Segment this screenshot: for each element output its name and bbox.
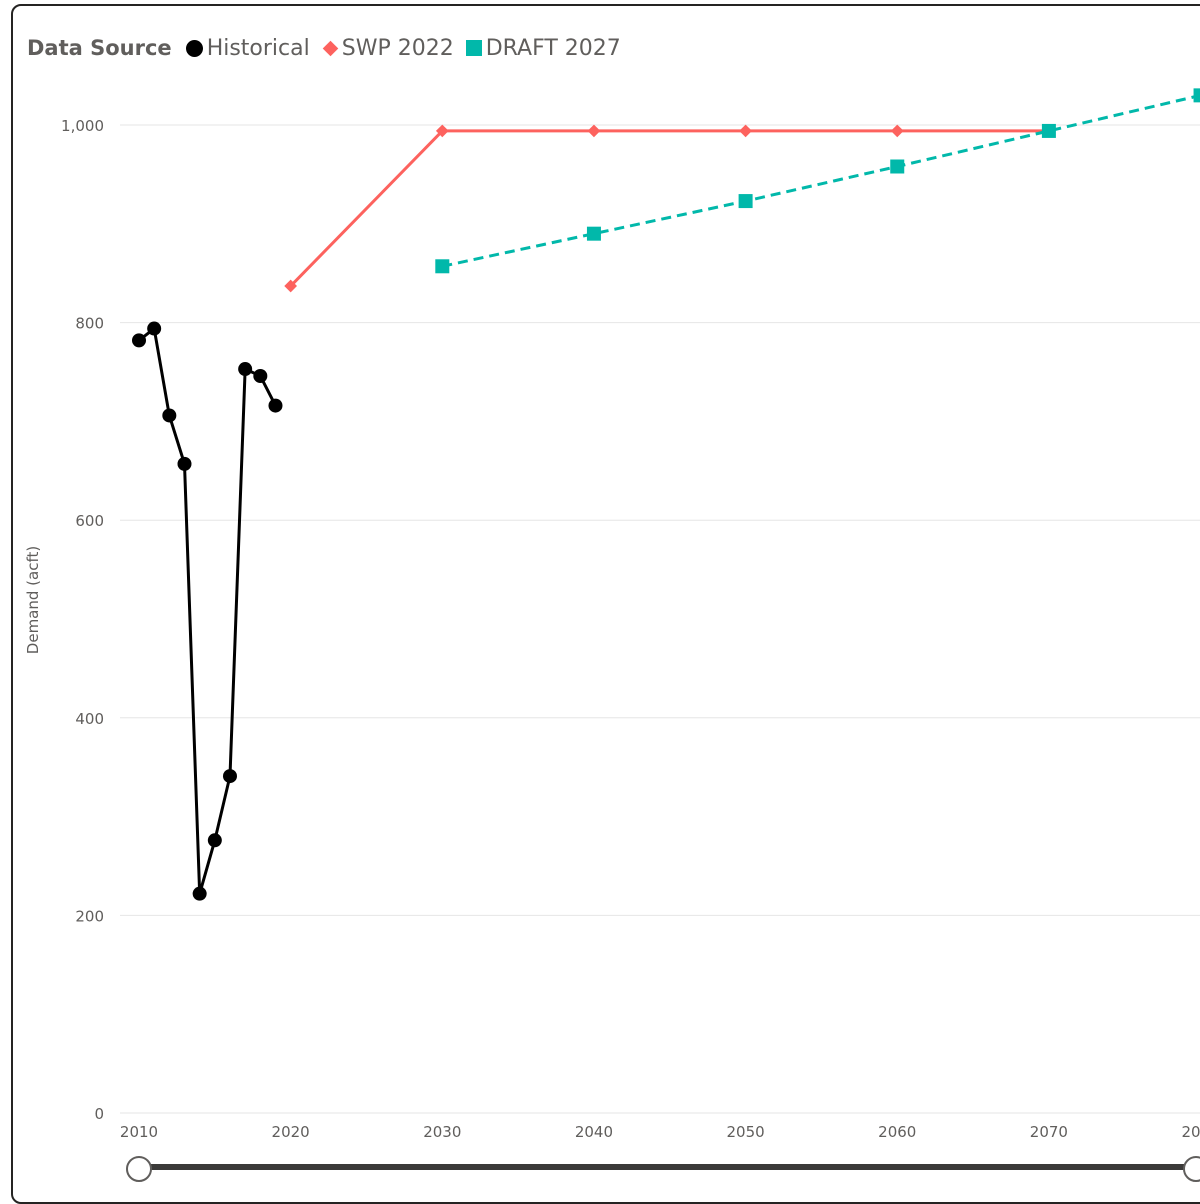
data-point <box>238 362 253 377</box>
data-point <box>147 321 162 336</box>
y-tick-label: 0 <box>94 1105 104 1123</box>
y-tick-label: 1,000 <box>61 117 104 135</box>
data-point <box>435 259 450 274</box>
x-tick-label: 2020 <box>272 1123 310 1141</box>
legend-label-swp-2022: SWP 2022 <box>341 35 454 61</box>
data-point <box>222 769 237 784</box>
series-line-draft-2027 <box>441 93 1200 268</box>
data-point <box>587 124 601 138</box>
data-point <box>284 279 298 293</box>
x-tick-label: 2070 <box>1030 1123 1068 1141</box>
series-lines <box>138 93 1200 896</box>
line-chart: 0 200 400 600 800 1,000 2010 2020 2030 2040 2050 20… <box>24 88 1200 1141</box>
data-point <box>1193 88 1200 103</box>
y-axis-title: Demand (acft) <box>24 546 42 654</box>
axes: 0 200 400 600 800 1,000 2010 2020 2030 2040 2050 20… <box>24 117 1200 1141</box>
circle-marker-icon <box>185 39 203 57</box>
zoom-slider-left-handle[interactable] <box>126 1156 152 1182</box>
data-point <box>162 408 177 423</box>
gridlines <box>120 124 1200 1114</box>
data-point <box>435 124 449 138</box>
legend-item-swp-2022[interactable]: SWP 2022 <box>322 36 454 61</box>
x-tick-label: 2030 <box>423 1123 461 1141</box>
legend: Data Source Historical SWP 2022 DRAFT 20… <box>27 32 633 64</box>
data-point <box>207 833 222 848</box>
x-tick-label: 2010 <box>120 1123 158 1141</box>
data-point <box>177 456 192 471</box>
series-line-historical <box>138 327 277 896</box>
data-point <box>1041 123 1056 138</box>
y-tick-label: 400 <box>75 710 104 728</box>
data-point <box>192 886 207 901</box>
x-tick-label: 2050 <box>727 1123 765 1141</box>
data-point <box>739 124 752 138</box>
legend-item-historical[interactable]: Historical <box>185 35 310 61</box>
zoom-slider-track[interactable] <box>138 1164 1200 1170</box>
x-tick-label: 2040 <box>575 1123 613 1141</box>
x-tick-label: 2060 <box>878 1123 916 1141</box>
legend-item-draft-2027[interactable]: DRAFT 2027 <box>465 35 621 61</box>
square-marker-icon <box>465 40 482 56</box>
data-point <box>132 333 146 348</box>
y-tick-label: 200 <box>75 907 104 925</box>
series-markers <box>132 88 1200 901</box>
y-tick-label: 800 <box>75 315 104 333</box>
chart-frame <box>11 4 1200 1204</box>
y-tick-label: 600 <box>75 512 104 530</box>
legend-title: Data Source <box>27 36 172 60</box>
legend-label-historical: Historical <box>206 35 310 61</box>
series-line-swp-2022 <box>289 129 1049 288</box>
data-point <box>890 124 904 138</box>
legend-label-draft-2027: DRAFT 2027 <box>485 35 621 61</box>
data-point <box>738 194 753 209</box>
data-point <box>253 368 268 383</box>
x-tick-label: 2080 <box>1181 1123 1200 1141</box>
data-point <box>268 398 283 413</box>
data-point <box>586 226 601 241</box>
data-point <box>890 159 905 174</box>
